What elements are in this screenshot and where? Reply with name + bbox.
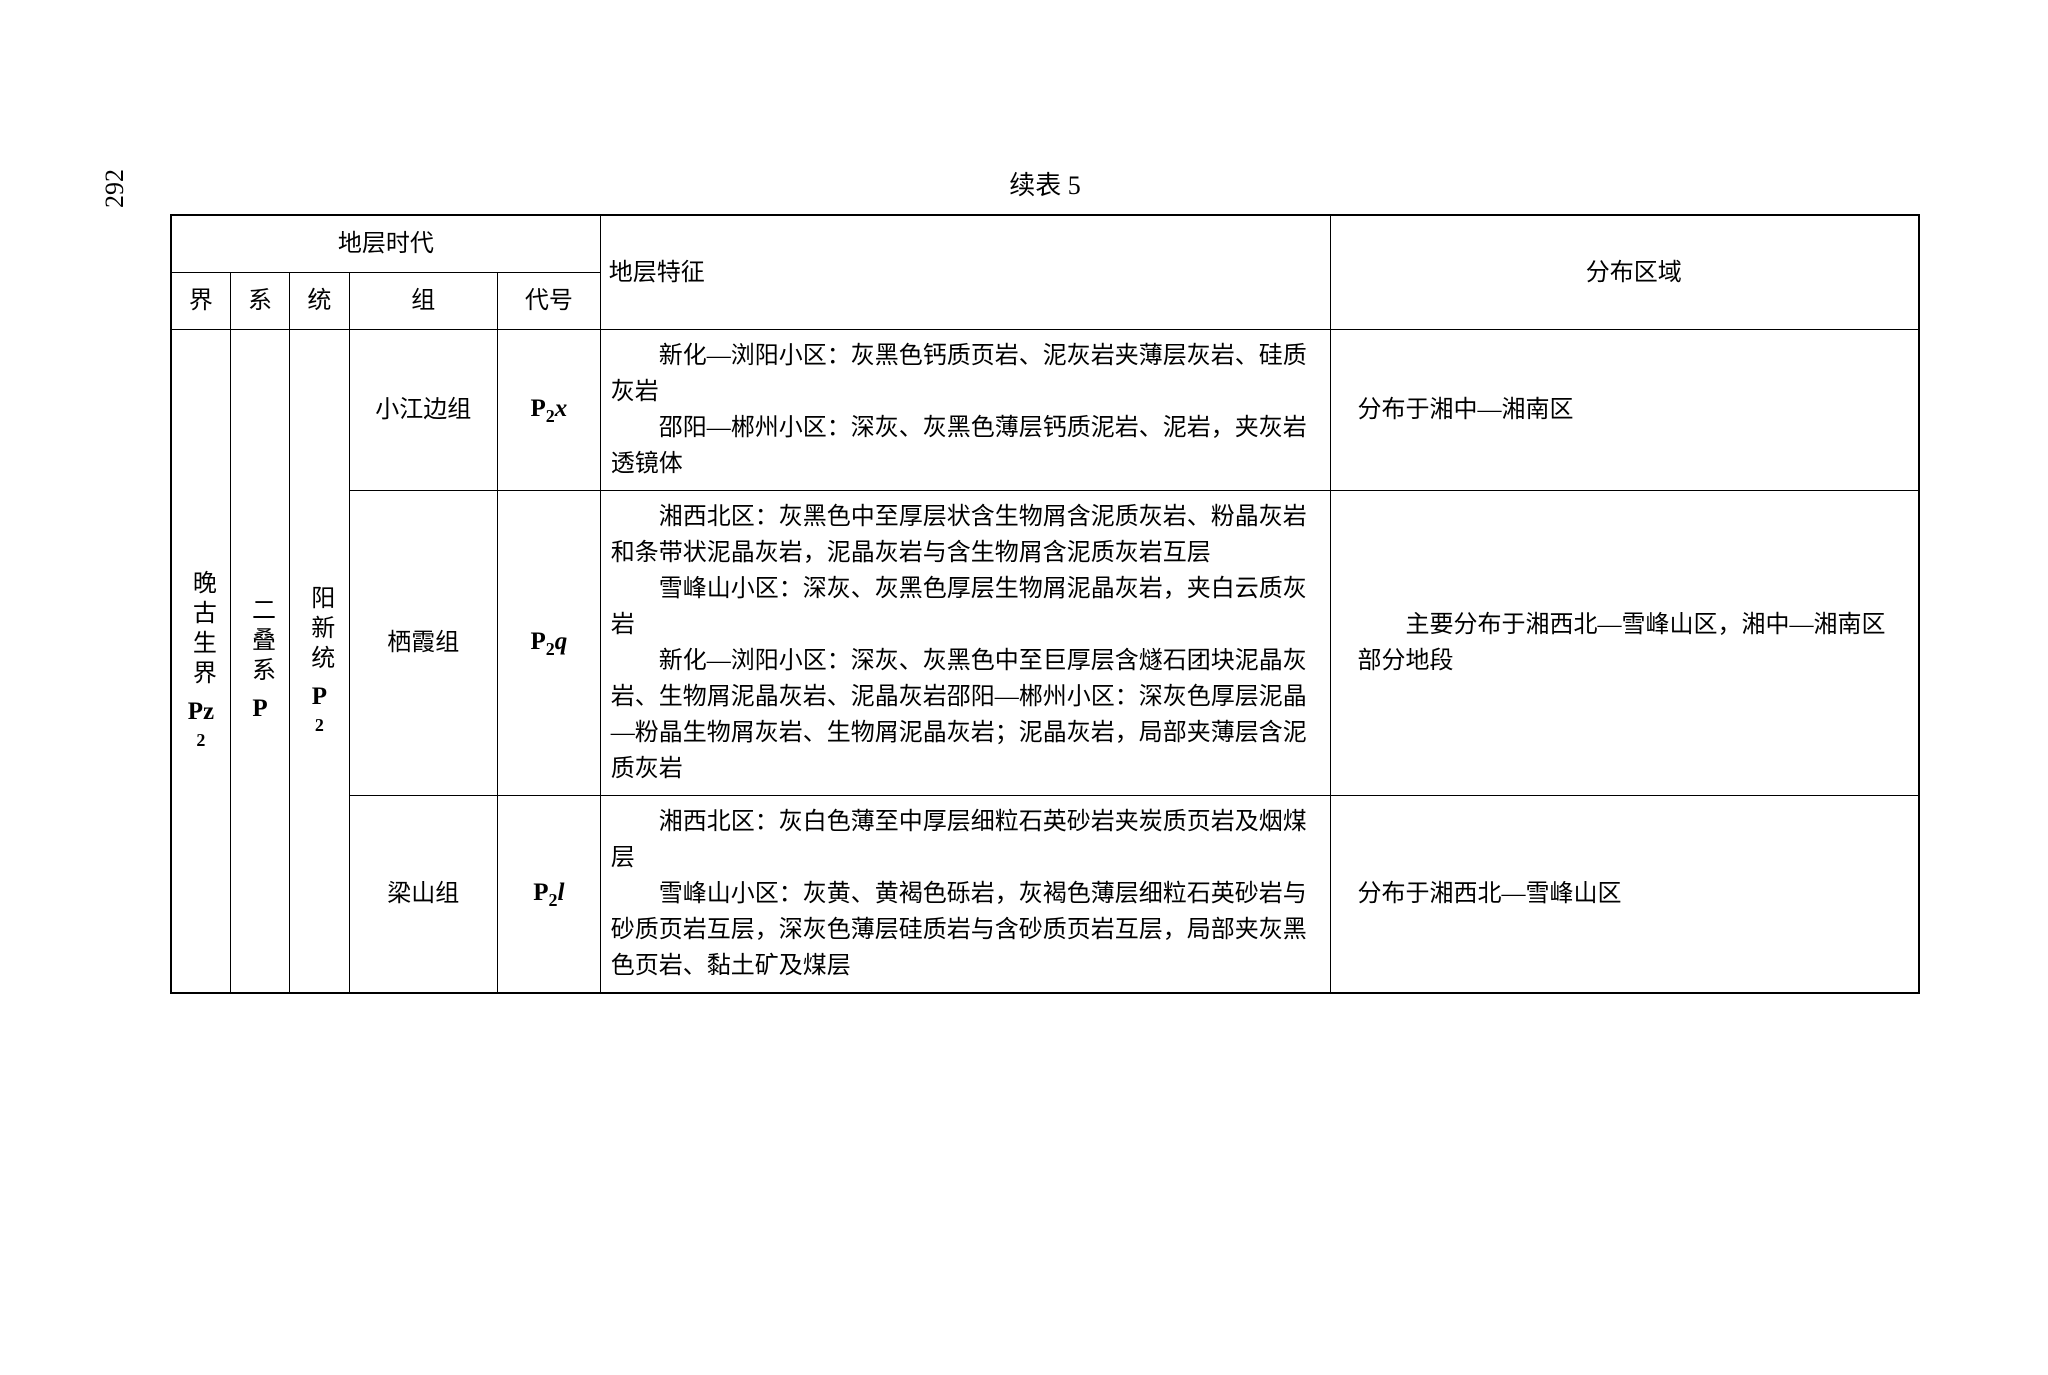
cell-daihao: P2q xyxy=(498,491,601,796)
jie-label: 晚古生界 xyxy=(187,570,216,690)
header-daihao: 代号 xyxy=(498,273,601,330)
cell-quyu: 分布于湘中—湘南区 xyxy=(1331,330,1919,491)
cell-tezheng: 湘西北区：灰白色薄至中厚层细粒石英砂岩夹炭质页岩及烟煤层 雪峰山小区：灰黄、黄褐… xyxy=(600,796,1331,994)
table-row: 晚古生界 Pz2 二叠系 P 阳新统 P2 小江边组 xyxy=(171,330,1919,491)
feature-text: 湘西北区：灰白色薄至中厚层细粒石英砂岩夹炭质页岩及烟煤层 xyxy=(611,804,1321,876)
cell-zu: 栖霞组 xyxy=(349,491,497,796)
header-tezheng: 地层特征 xyxy=(600,215,1331,330)
cell-tezheng: 湘西北区：灰黑色中至厚层状含生物屑含泥质灰岩、粉晶灰岩和条带状泥晶灰岩，泥晶灰岩… xyxy=(600,491,1331,796)
table-row: 梁山组 P2l 湘西北区：灰白色薄至中厚层细粒石英砂岩夹炭质页岩及烟煤层 雪峰山… xyxy=(171,796,1919,994)
header-jie: 界 xyxy=(171,273,230,330)
table-header: 地层时代 地层特征 分布区域 界 系 统 组 代号 xyxy=(171,215,1919,330)
cell-quyu: 主要分布于湘西北—雪峰山区，湘中—湘南区部分地段 xyxy=(1331,491,1919,796)
cell-jie: 晚古生界 Pz2 xyxy=(171,330,230,994)
table-body: 晚古生界 Pz2 二叠系 P 阳新统 P2 小江边组 xyxy=(171,330,1919,994)
cell-quyu: 分布于湘西北—雪峰山区 xyxy=(1331,796,1919,994)
cell-daihao: P2l xyxy=(498,796,601,994)
table-caption: 续表 5 xyxy=(170,165,1920,202)
cell-zu: 小江边组 xyxy=(349,330,497,491)
cell-zu: 梁山组 xyxy=(349,796,497,994)
xi-label: 二叠系 xyxy=(246,597,275,687)
header-tong: 统 xyxy=(290,273,349,330)
tong-label: 阳新统 xyxy=(305,585,334,675)
header-quyu: 分布区域 xyxy=(1331,215,1919,330)
jie-symbol: Pz2 xyxy=(188,696,214,752)
feature-text: 新化—浏阳小区：灰黑色钙质页岩、泥灰岩夹薄层灰岩、硅质灰岩 xyxy=(611,338,1321,410)
cell-daihao: P2x xyxy=(498,330,601,491)
header-group: 地层时代 xyxy=(171,215,600,273)
cell-xi: 二叠系 P xyxy=(230,330,289,994)
tong-symbol: P2 xyxy=(312,681,327,737)
cell-tezheng: 新化—浏阳小区：灰黑色钙质页岩、泥灰岩夹薄层灰岩、硅质灰岩 邵阳—郴州小区：深灰… xyxy=(600,330,1331,491)
table-row: 栖霞组 P2q 湘西北区：灰黑色中至厚层状含生物屑含泥质灰岩、粉晶灰岩和条带状泥… xyxy=(171,491,1919,796)
header-zu: 组 xyxy=(349,273,497,330)
feature-text: 湘西北区：灰黑色中至厚层状含生物屑含泥质灰岩、粉晶灰岩和条带状泥晶灰岩，泥晶灰岩… xyxy=(611,499,1321,571)
header-xi: 系 xyxy=(230,273,289,330)
stratigraphy-table: 地层时代 地层特征 分布区域 界 系 统 组 代号 晚古生界 Pz2 xyxy=(170,214,1920,994)
feature-text: 新化—浏阳小区：深灰、灰黑色中至巨厚层含燧石团块泥晶灰岩、生物屑泥晶灰岩、泥晶灰… xyxy=(611,643,1321,787)
quyu-text: 主要分布于湘西北—雪峰山区，湘中—湘南区部分地段 xyxy=(1357,607,1908,679)
feature-text: 邵阳—郴州小区：深灰、灰黑色薄层钙质泥岩、泥岩，夹灰岩透镜体 xyxy=(611,410,1321,482)
xi-symbol: P xyxy=(252,693,267,726)
feature-text: 雪峰山小区：灰黄、黄褐色砾岩，灰褐色薄层细粒石英砂岩与砂质页岩互层，深灰色薄层硅… xyxy=(611,876,1321,984)
table-container: 续表 5 地层时代 地层特征 分布区域 界 系 统 组 代号 晚古生界 xyxy=(170,165,1920,994)
feature-text: 雪峰山小区：深灰、灰黑色厚层生物屑泥晶灰岩，夹白云质灰岩 xyxy=(611,571,1321,643)
page-number: 292 xyxy=(100,169,130,208)
cell-tong: 阳新统 P2 xyxy=(290,330,349,994)
